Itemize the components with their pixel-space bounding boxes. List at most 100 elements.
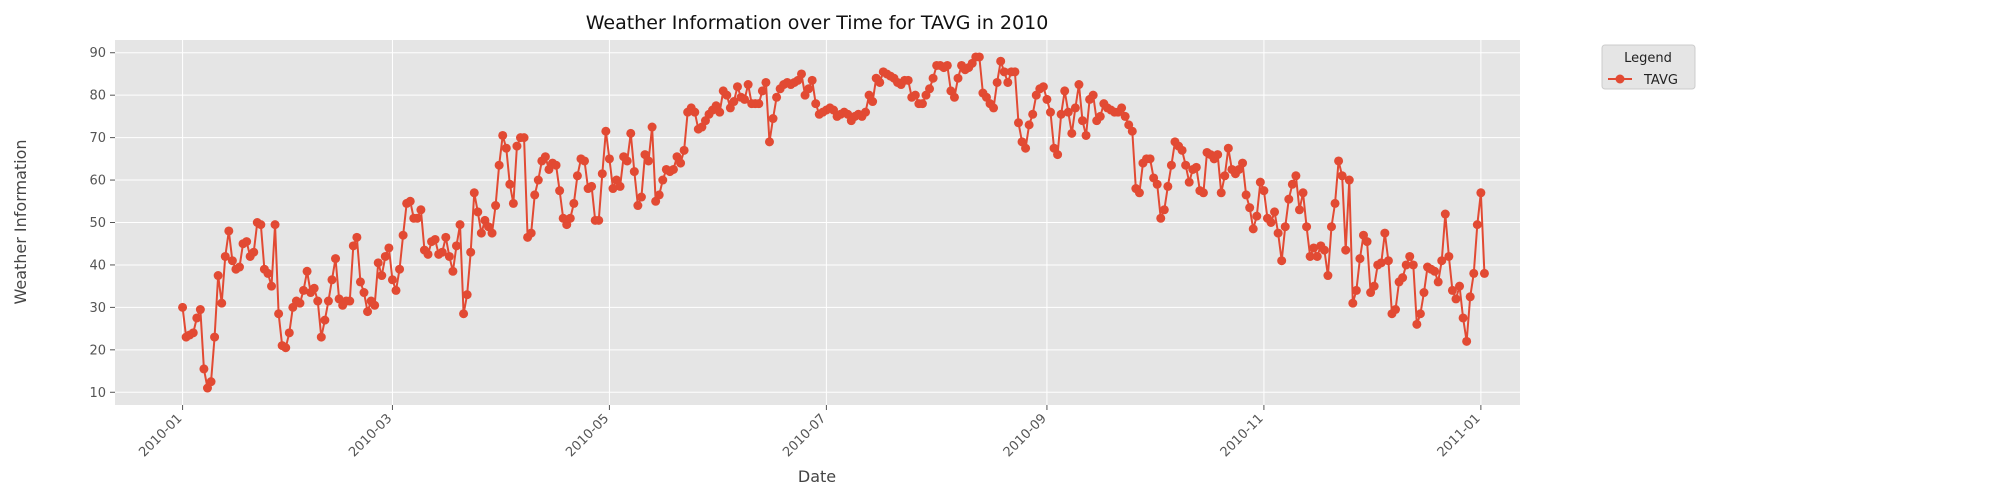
data-point [772,92,782,102]
y-axis: 10 20 30 40 50 60 70 80 90 [89,46,115,401]
data-point [636,192,646,202]
data-point [242,237,252,247]
data-point [658,175,668,185]
data-point [1380,228,1390,238]
data-point [1166,160,1176,170]
data-point [679,145,689,155]
data-point [1156,213,1166,223]
legend: Legend TAVG [1601,44,1696,90]
data-point [1038,82,1048,92]
data-point [1472,220,1482,230]
y-tick-label: 30 [89,301,106,316]
data-point [732,82,742,92]
data-point [690,107,700,117]
data-point [491,201,501,211]
data-point [1294,205,1304,215]
x-tick-label: 2010-01 [136,411,185,460]
data-point [412,213,422,223]
data-point [942,60,952,70]
data-point [302,266,312,276]
data-point [1309,243,1319,253]
data-point [1312,251,1322,261]
data-point [1134,188,1144,198]
data-point [676,158,686,168]
x-tick-label: 2011-01 [1435,411,1484,460]
data-point [1223,143,1233,153]
data-point [213,271,223,281]
data-point [1415,309,1425,319]
data-point [729,97,739,107]
data-point [1398,273,1408,283]
data-point [1419,288,1429,298]
data-point [1159,205,1169,215]
data-point [451,241,461,251]
data-point [416,205,426,215]
data-point [1056,109,1066,119]
data-point [526,228,536,238]
data-point [1220,171,1230,181]
data-point [391,285,401,295]
data-point [1191,162,1201,172]
data-point [1440,209,1450,219]
legend-marker [1615,74,1625,84]
y-tick-label: 40 [89,258,106,273]
data-point [644,156,654,166]
data-point [1152,179,1162,189]
data-point [1330,198,1340,208]
data-point [469,188,479,198]
data-point [380,251,390,261]
data-point [1145,154,1155,164]
data-point [217,298,227,308]
data-point [533,175,543,185]
data-point [1081,130,1091,140]
data-point [647,122,657,132]
data-point [1184,177,1194,187]
data-point [1408,260,1418,270]
data-point [1355,254,1365,264]
data-point [868,97,878,107]
data-point [629,167,639,177]
data-point [316,332,326,342]
data-point [327,275,337,285]
data-point [323,296,333,306]
data-point [377,271,387,281]
data-point [267,281,277,291]
x-axis-label: Date [798,467,836,486]
data-point [1053,150,1063,160]
data-point [1042,94,1052,104]
data-point [1270,207,1280,217]
data-point [1245,203,1255,213]
y-tick-label: 60 [89,174,106,189]
legend-label-tavg: TAVG [1643,73,1678,88]
data-point [996,56,1006,66]
series-layer [178,52,1489,393]
x-tick-label: 2010-03 [346,411,395,460]
data-point [441,232,451,242]
data-point [1405,251,1415,261]
data-point [1341,245,1351,255]
data-point [227,256,237,266]
data-point [263,268,273,278]
y-tick-label: 90 [89,46,106,61]
data-point [249,247,259,257]
data-point [569,198,579,208]
data-point [587,181,597,191]
data-point [284,328,294,338]
data-point [1447,285,1457,295]
data-point [1437,256,1447,266]
data-point [224,226,234,236]
data-point [345,296,355,306]
data-point [1465,292,1475,302]
data-point [1213,150,1223,160]
data-point [1287,179,1297,189]
data-point [565,213,575,223]
y-tick-label: 10 [89,386,106,401]
data-point [1013,118,1023,128]
data-point [1060,86,1070,96]
data-point [608,184,618,194]
data-point [1326,222,1336,232]
data-point [1479,268,1489,278]
data-point [1216,188,1226,198]
data-point [234,262,244,272]
data-point [455,220,465,230]
